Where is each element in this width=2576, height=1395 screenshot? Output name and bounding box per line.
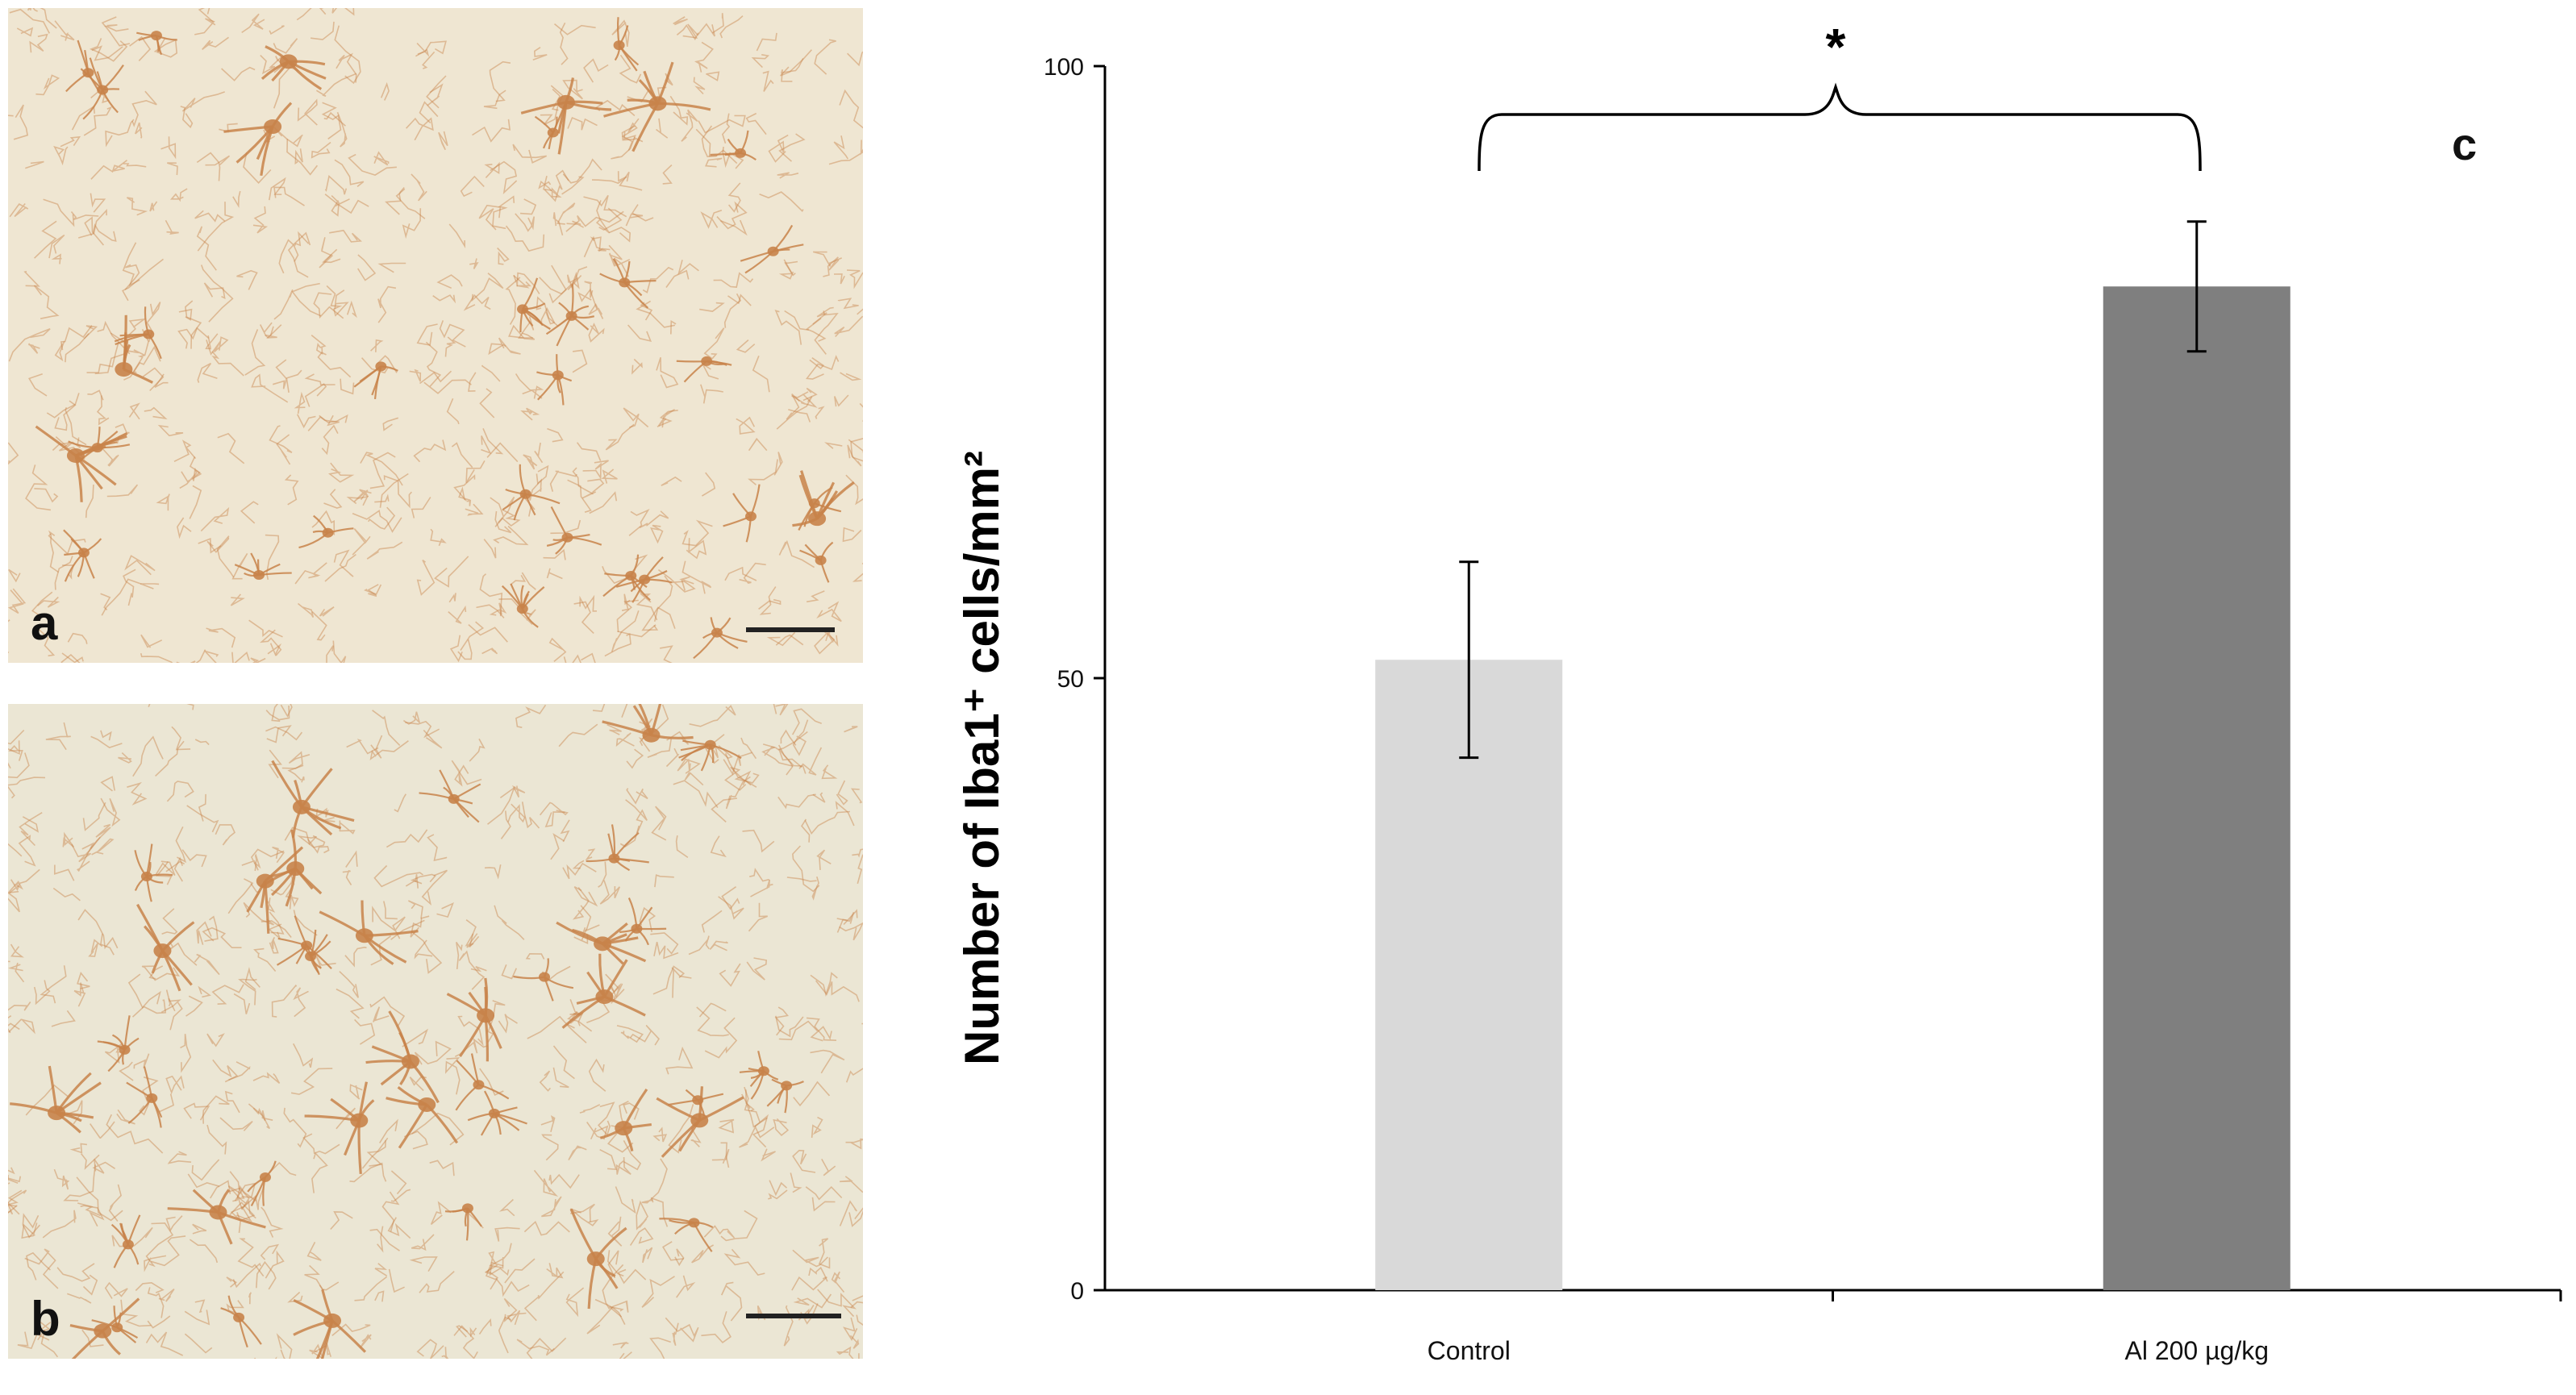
panel-label-b: b <box>31 1292 60 1346</box>
x-category-label: Al 200 µg/kg <box>2124 1336 2269 1365</box>
micrograph-panel-a: a <box>8 8 863 663</box>
micrograph-panel-b: b <box>8 704 863 1359</box>
scale-bar-b <box>746 1314 841 1318</box>
panel-label-c: c <box>2452 119 2477 169</box>
chart-bars <box>1375 286 2290 1290</box>
y-axis-label: Number of Iba1⁺ cells/mm² <box>955 451 1009 1065</box>
y-tick-label: 0 <box>1070 1278 1084 1305</box>
chart-axes <box>1094 65 2562 1301</box>
bar-control <box>1375 660 1563 1290</box>
chart-labels: 0 50 100 Control Al 200 µg/kg <box>1044 54 2269 1365</box>
significance-star: * <box>1826 18 1846 76</box>
error-bar <box>2186 220 2207 353</box>
error-bar <box>1459 560 1479 760</box>
y-tick-label: 50 <box>1057 666 1084 693</box>
micrograph-image-b <box>8 704 863 1359</box>
chart-error-bars <box>1459 220 2207 760</box>
bar-al-200 <box>2103 286 2290 1290</box>
significance-bracket <box>1478 82 2202 172</box>
scale-bar-a <box>746 627 835 632</box>
micrograph-image-a <box>8 8 863 663</box>
y-tick-label: 100 <box>1044 54 1084 81</box>
bar-chart: 0 50 100 Control Al 200 µg/kg Number of Iba1… <box>955 18 2562 1365</box>
panel-label-a: a <box>31 596 58 650</box>
x-category-label: Control <box>1428 1336 1511 1365</box>
